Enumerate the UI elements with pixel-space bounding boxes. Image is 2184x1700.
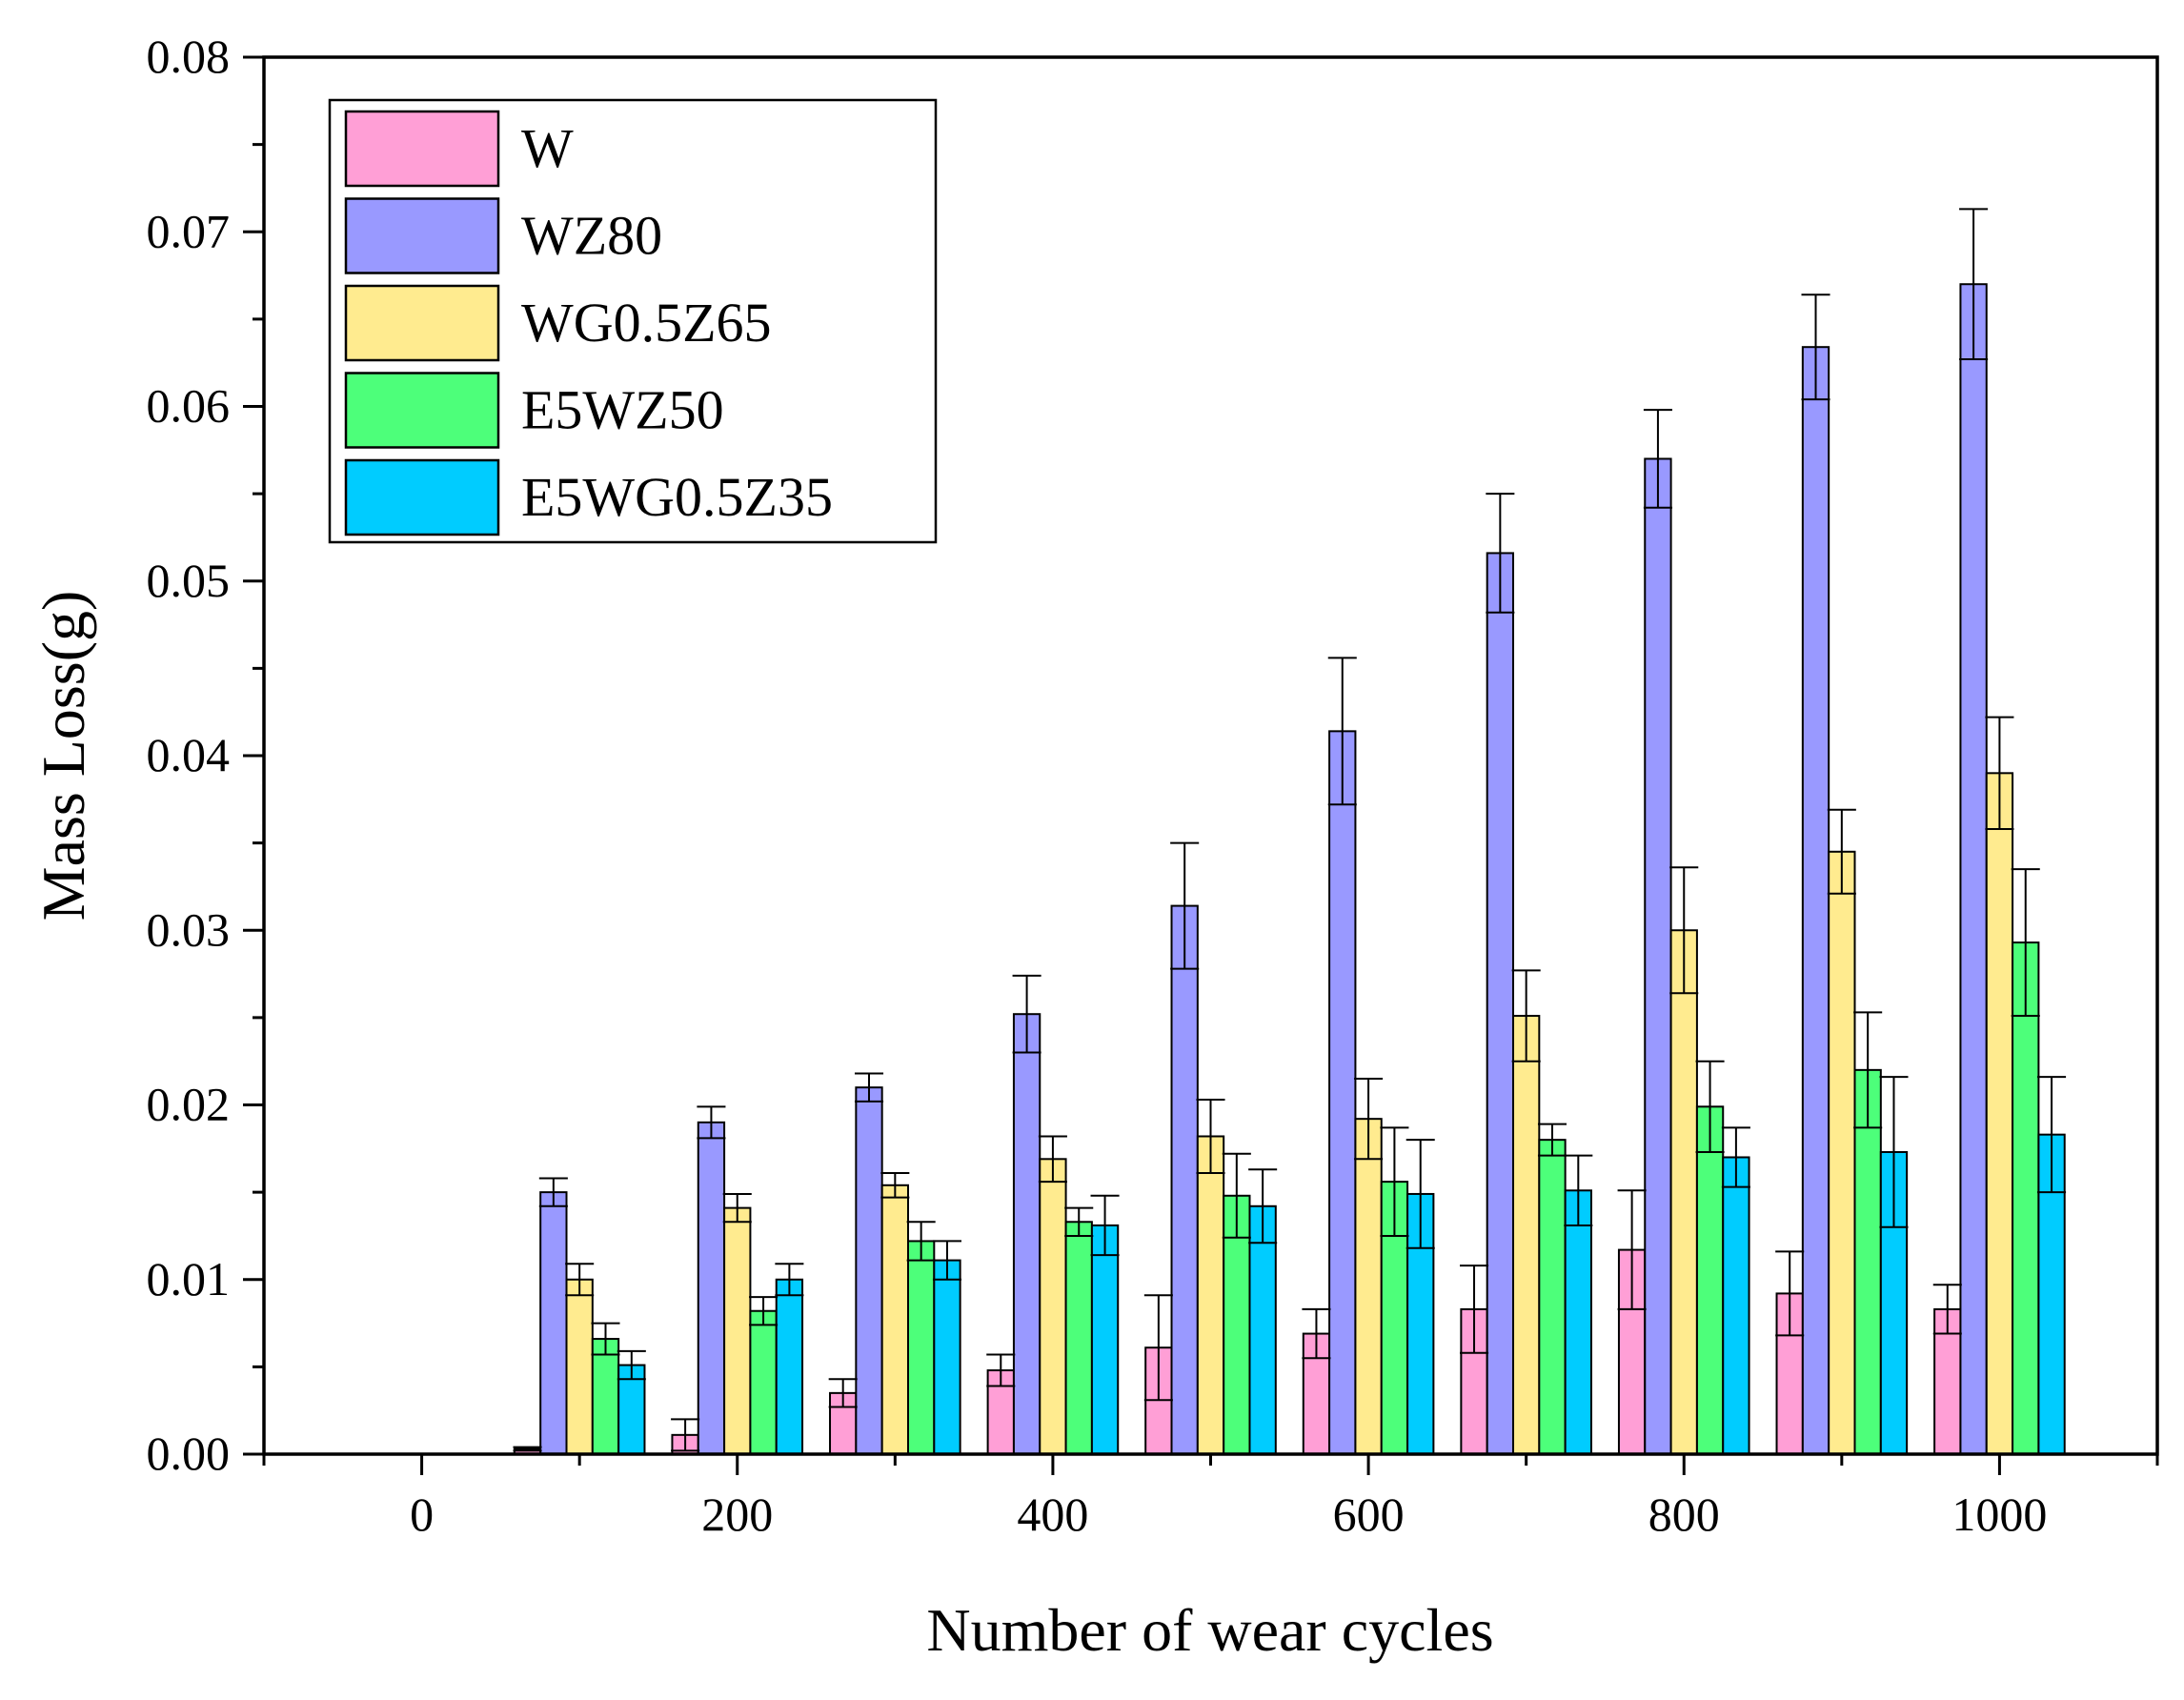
bar-wz80-300: [855, 1086, 883, 1456]
bar-wz80-200: [697, 1121, 726, 1455]
bar-e5wg0-5z35-500: [1248, 1204, 1277, 1456]
bar-e5wz50-800: [1695, 1105, 1725, 1456]
legend-label-wz80: WZ80: [521, 205, 662, 267]
bar-e5wz50-500: [1223, 1194, 1251, 1456]
legend-swatch-wg0-5z65: [344, 284, 500, 362]
error-bars-layer: [513, 208, 2067, 1452]
legend-label-wg0-5z65: WG0.5Z65: [521, 292, 772, 354]
bar-e5wz50-100: [591, 1338, 620, 1456]
y-tick-label: 0.08: [147, 30, 231, 83]
legend-swatch-w: [344, 110, 500, 188]
bar-wg0-5z65-400: [1039, 1158, 1067, 1455]
bar-wg0-5z65-300: [880, 1184, 909, 1456]
bar-wg0-5z65-900: [1828, 850, 1856, 1455]
legend-label-w: W: [521, 117, 574, 179]
x-tick-label: 1000: [1951, 1488, 2047, 1541]
bar-e5wz50-400: [1064, 1221, 1093, 1455]
bar-e5wz50-200: [749, 1309, 778, 1455]
bar-e5wz50-300: [906, 1240, 936, 1456]
bar-e5wg0-5z35-400: [1090, 1224, 1120, 1455]
bar-wg0-5z65-100: [565, 1278, 594, 1455]
x-tick-label: 0: [410, 1488, 434, 1541]
bar-e5wg0-5z35-200: [775, 1278, 804, 1455]
axis-ticks-layer: 0.00 0.01 0.02 0.03 0.04 0.05 0.06 0.07 0.08 0 200…: [147, 30, 2159, 1541]
bar-wg0-5z65-1000: [1985, 772, 2014, 1455]
bar-wg0-5z65-800: [1669, 929, 1698, 1455]
y-tick-label: 0.07: [147, 204, 231, 257]
y-tick-label: 0.06: [147, 379, 231, 433]
bar-e5wz50-1000: [2012, 941, 2040, 1455]
y-tick-label: 0.05: [147, 554, 231, 607]
x-tick-label: 800: [1648, 1488, 1720, 1541]
legend-swatch-e5wz50: [344, 372, 500, 449]
bar-wz80-900: [1801, 346, 1830, 1456]
bar-wz80-600: [1328, 730, 1357, 1455]
legend-label-e5wz50: E5WZ50: [521, 379, 724, 441]
y-tick-label: 0.03: [147, 902, 231, 956]
bar-wz80-1000: [1959, 283, 1988, 1456]
bar-wg0-5z65-200: [723, 1206, 752, 1456]
legend-swatch-e5wg0-5z35: [344, 458, 500, 536]
x-axis-title: Number of wear cycles: [926, 1596, 1493, 1664]
y-tick-label: 0.04: [147, 728, 231, 781]
y-axis-title: Mass Loss(g): [30, 591, 97, 921]
bar-wg0-5z65-500: [1196, 1135, 1225, 1455]
x-tick-label: 600: [1333, 1488, 1405, 1541]
y-tick-label: 0.01: [147, 1252, 231, 1305]
x-tick-label: 400: [1017, 1488, 1088, 1541]
legend-swatch-wz80: [344, 197, 500, 274]
x-tick-label: 200: [701, 1488, 773, 1541]
bar-e5wg0-5z35-700: [1564, 1189, 1592, 1455]
bar-wg0-5z65-700: [1512, 1015, 1541, 1455]
bar-wg0-5z65-600: [1354, 1118, 1383, 1456]
bars-layer: [513, 283, 2066, 1456]
bar-wz80-800: [1644, 457, 1672, 1456]
bar-wz80-400: [1012, 1013, 1041, 1455]
bar-wz80-100: [539, 1191, 568, 1455]
y-tick-label: 0.00: [147, 1427, 231, 1480]
y-tick-label: 0.02: [147, 1078, 231, 1131]
legend-label-e5wg0-5z35: E5WG0.5Z35: [521, 466, 833, 528]
bar-wz80-700: [1486, 552, 1515, 1455]
bar-e5wz50-700: [1538, 1139, 1567, 1456]
bar-e5wg0-5z35-800: [1722, 1156, 1750, 1455]
bar-e5wg0-5z35-300: [933, 1259, 961, 1456]
legend: W WZ80 WG0.5Z65 E5WZ50 E5WG0.5Z35: [328, 98, 938, 544]
bar-wz80-500: [1170, 904, 1199, 1455]
